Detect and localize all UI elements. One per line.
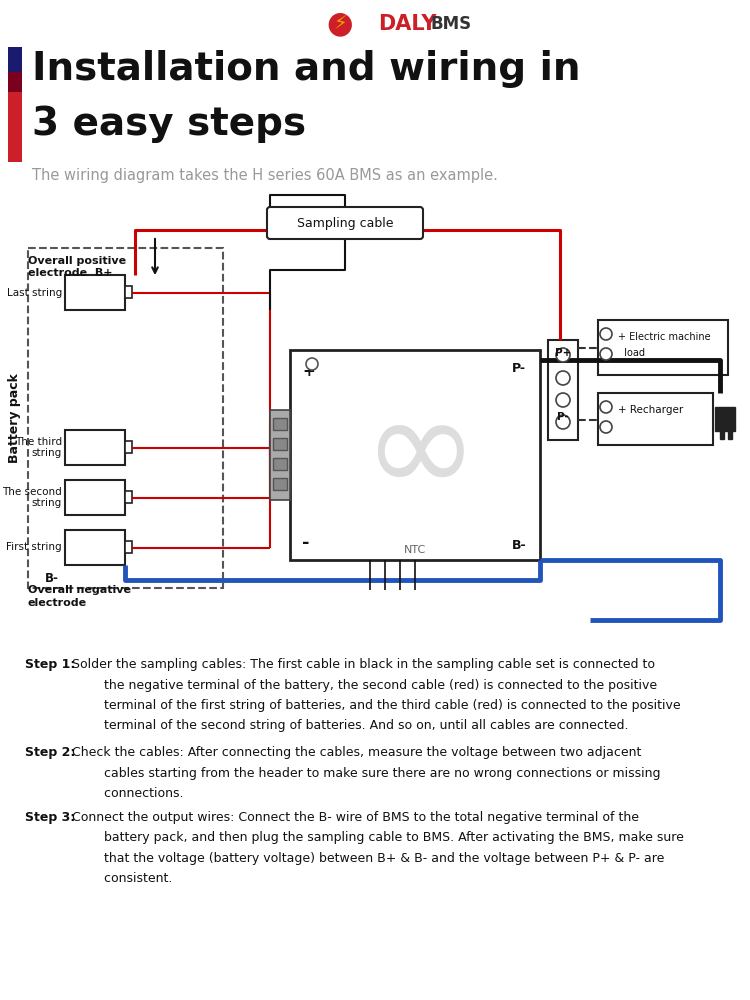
Bar	[125, 286, 132, 298]
Text: electrode  B+: electrode B+	[28, 268, 112, 278]
Bar	[598, 393, 713, 445]
Circle shape	[556, 348, 570, 362]
Circle shape	[556, 371, 570, 385]
Text: load: load	[618, 348, 645, 358]
Text: B-: B-	[512, 539, 526, 552]
Circle shape	[556, 393, 570, 407]
Bar	[125, 490, 132, 503]
Bar	[65, 480, 125, 515]
Text: +: +	[302, 364, 315, 379]
Bar	[548, 340, 578, 440]
Text: Sampling cable: Sampling cable	[297, 217, 393, 230]
Text: Connect the output wires: Connect the B- wire of BMS to the total negative termi: Connect the output wires: Connect the B-…	[72, 811, 684, 886]
Bar	[65, 430, 125, 465]
Text: ●: ●	[327, 9, 353, 38]
Text: P-: P-	[557, 412, 568, 422]
Text: -: -	[302, 534, 310, 552]
Bar	[273, 418, 287, 430]
Bar	[715, 407, 735, 431]
Bar	[65, 275, 125, 310]
Text: First string: First string	[6, 542, 62, 552]
Text: Check the cables: After connecting the cables, measure the voltage between two a: Check the cables: After connecting the c…	[72, 746, 661, 800]
Bar	[728, 431, 732, 439]
Text: Step 3:: Step 3:	[25, 811, 75, 824]
Bar	[125, 540, 132, 553]
Circle shape	[556, 415, 570, 429]
Circle shape	[600, 401, 612, 413]
Bar	[598, 320, 728, 375]
Text: ∞: ∞	[362, 387, 478, 522]
Text: Last string: Last string	[7, 288, 62, 298]
Bar	[65, 530, 125, 565]
Bar	[720, 431, 724, 439]
Bar	[290, 350, 540, 560]
Text: ⚡: ⚡	[333, 14, 346, 33]
Circle shape	[600, 421, 612, 433]
Text: electrode: electrode	[28, 598, 87, 608]
Text: B-: B-	[45, 572, 58, 585]
Bar	[28, 248, 223, 588]
Bar	[273, 478, 287, 490]
Text: Installation and wiring in: Installation and wiring in	[32, 50, 580, 88]
Circle shape	[600, 328, 612, 340]
Bar	[273, 458, 287, 470]
Bar	[125, 440, 132, 453]
Bar	[8, 72, 22, 92]
Circle shape	[600, 348, 612, 360]
Text: BMS: BMS	[430, 15, 471, 33]
Text: DALY: DALY	[378, 14, 436, 34]
Text: NTC: NTC	[404, 545, 426, 555]
Text: The second
string: The second string	[2, 487, 62, 508]
Text: Step 2:: Step 2:	[25, 746, 75, 759]
Text: The third
string: The third string	[15, 437, 62, 458]
Bar	[270, 410, 290, 500]
Text: P+: P+	[555, 348, 572, 358]
Text: 3 easy steps: 3 easy steps	[32, 105, 306, 143]
Bar	[8, 47, 22, 72]
Text: Solder the sampling cables: The first cable in black in the sampling cable set i: Solder the sampling cables: The first ca…	[72, 658, 681, 732]
Text: + Electric machine: + Electric machine	[618, 332, 711, 342]
Text: Overall negative: Overall negative	[28, 585, 131, 595]
Text: P-: P-	[512, 362, 526, 375]
Bar	[273, 438, 287, 450]
Circle shape	[306, 358, 318, 370]
Text: Step 1:: Step 1:	[25, 658, 75, 671]
Text: Overall positive: Overall positive	[28, 256, 126, 266]
FancyBboxPatch shape	[267, 207, 423, 239]
Text: The wiring diagram takes the H series 60A BMS as an example.: The wiring diagram takes the H series 60…	[32, 168, 498, 183]
Bar	[8, 92, 22, 162]
Text: + Recharger: + Recharger	[618, 405, 683, 415]
Text: Battery pack: Battery pack	[8, 373, 22, 463]
